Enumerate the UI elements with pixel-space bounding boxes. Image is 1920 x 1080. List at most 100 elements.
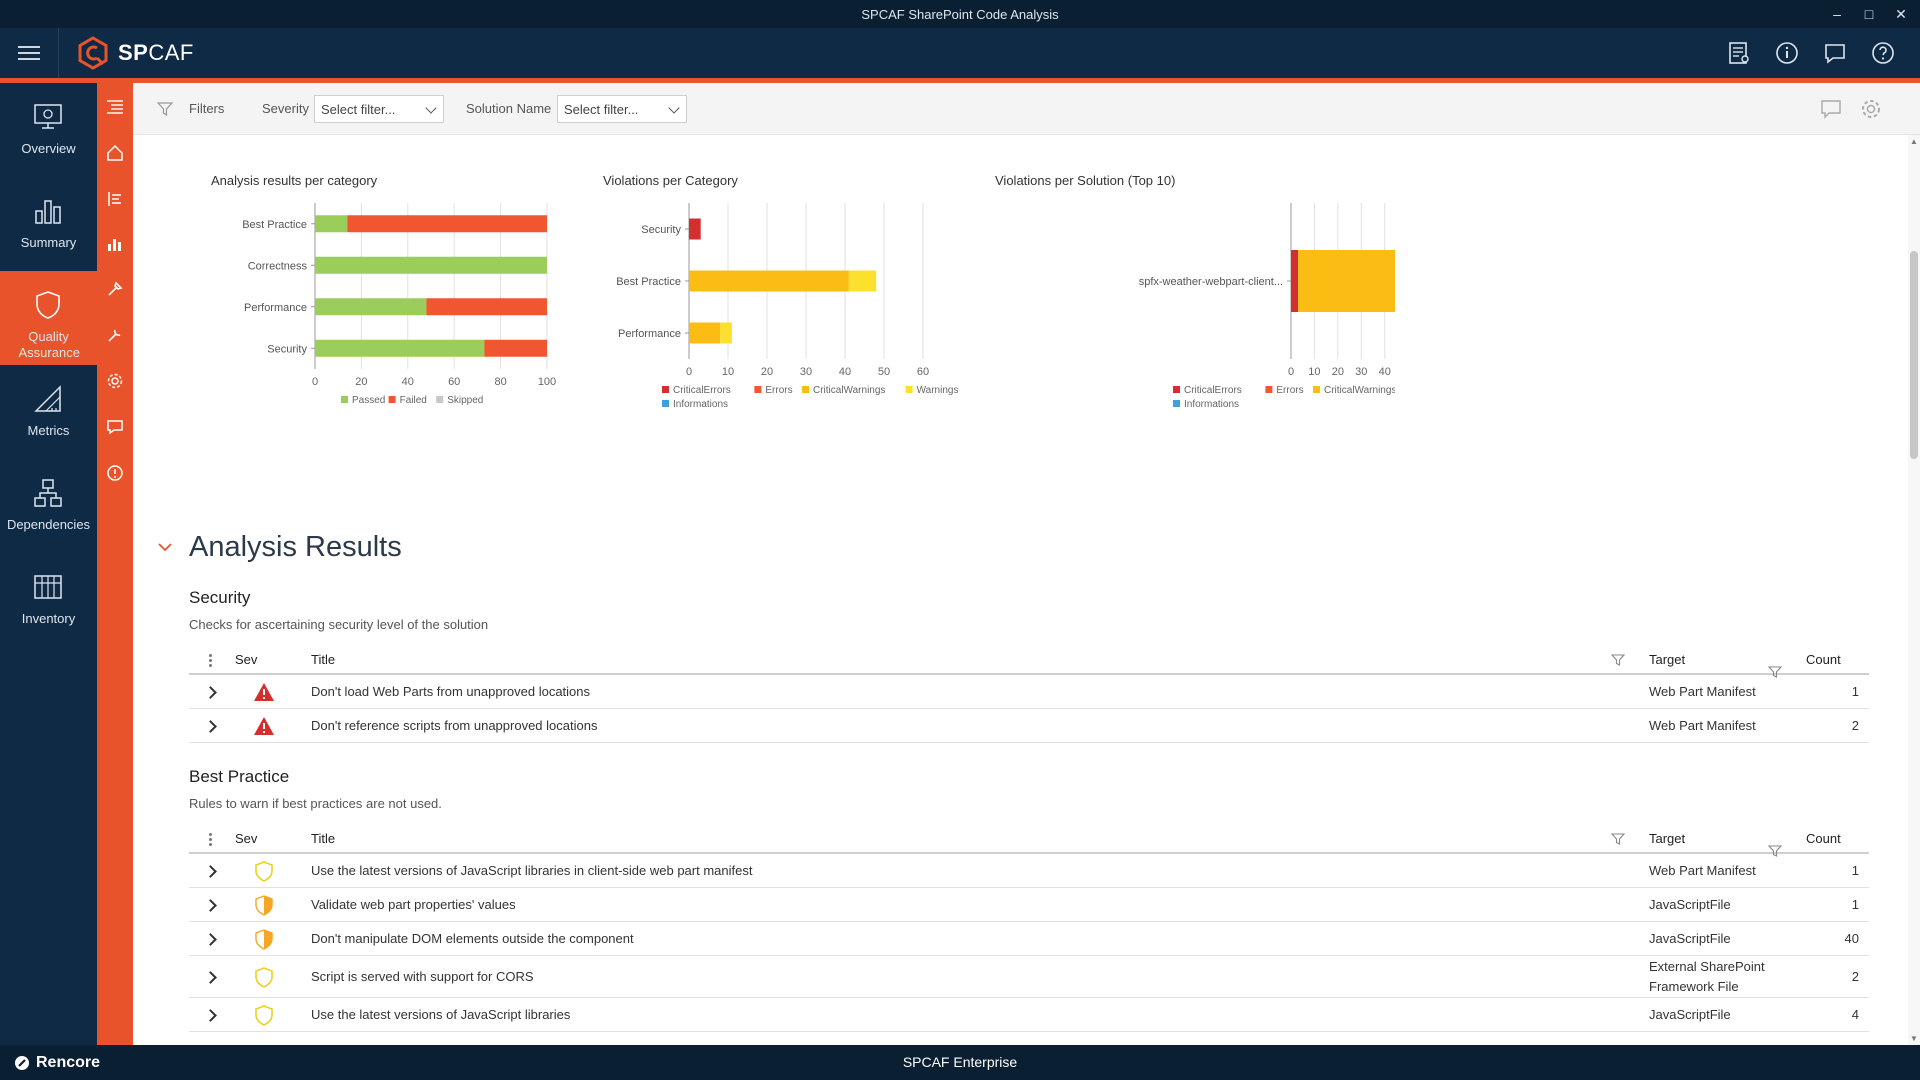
help-icon[interactable] bbox=[1870, 40, 1896, 66]
column-filter-icon[interactable] bbox=[1611, 832, 1625, 846]
table-row[interactable]: Don't manipulate DOM elements outside th… bbox=[189, 922, 1869, 956]
severity-select[interactable]: Select filter... bbox=[314, 95, 444, 123]
rule-title[interactable]: Script is served with support for CORS bbox=[311, 969, 534, 984]
app-logo: SPCAF bbox=[76, 36, 194, 70]
table-row[interactable]: Don't load Web Parts from unapproved loc… bbox=[189, 675, 1869, 709]
rencore-brand: Rencore bbox=[14, 1054, 100, 1072]
column-title[interactable]: Title bbox=[311, 831, 336, 846]
legend-swatch bbox=[1173, 386, 1180, 393]
comment-icon[interactable] bbox=[105, 417, 125, 437]
x-tick-label: 20 bbox=[355, 376, 367, 388]
table-row[interactable]: Use the latest versions of JavaScript li… bbox=[189, 998, 1869, 1032]
column-sev[interactable]: Sev bbox=[235, 652, 258, 667]
bar-segment-passed bbox=[315, 256, 547, 274]
column-filter-icon[interactable] bbox=[1768, 844, 1782, 858]
legend-label: CriticalErrors bbox=[1184, 385, 1242, 396]
expand-row-icon[interactable] bbox=[205, 933, 217, 945]
table-row[interactable]: Don't reference scripts from unapproved … bbox=[189, 709, 1869, 743]
list-icon[interactable] bbox=[105, 189, 125, 209]
alert-icon[interactable] bbox=[105, 463, 125, 483]
wrench-icon[interactable] bbox=[105, 325, 125, 345]
expand-row-icon[interactable] bbox=[205, 899, 217, 911]
x-tick-label: 40 bbox=[839, 366, 851, 378]
x-tick-label: 0 bbox=[1288, 366, 1294, 378]
column-filter-icon[interactable] bbox=[1768, 665, 1782, 679]
nav-quality-assurance[interactable]: Quality Assurance bbox=[0, 271, 97, 365]
expand-row-icon[interactable] bbox=[205, 1009, 217, 1021]
hamburger-menu-icon[interactable] bbox=[18, 42, 40, 64]
rule-target: Web Part Manifest bbox=[1649, 863, 1756, 878]
column-title[interactable]: Title bbox=[311, 652, 336, 667]
bar-segment-passed bbox=[315, 339, 485, 357]
minimize-button[interactable]: – bbox=[1833, 6, 1841, 22]
legend-swatch bbox=[662, 400, 669, 407]
home-icon[interactable] bbox=[105, 143, 125, 163]
rule-title[interactable]: Don't manipulate DOM elements outside th… bbox=[311, 931, 634, 946]
category-label: Performance bbox=[618, 328, 681, 340]
vertical-scrollbar[interactable]: ▲ ▼ bbox=[1908, 135, 1920, 1045]
violation-count: 2 bbox=[1851, 718, 1859, 733]
filter-icon bbox=[157, 102, 173, 117]
scrollbar-thumb[interactable] bbox=[1910, 251, 1918, 459]
nav-summary[interactable]: Summary bbox=[0, 177, 97, 271]
column-sev[interactable]: Sev bbox=[235, 831, 258, 846]
legend-label: Passed bbox=[352, 395, 385, 406]
rule-title[interactable]: Don't load Web Parts from unapproved loc… bbox=[311, 684, 591, 699]
x-tick-label: 10 bbox=[722, 366, 734, 378]
report-icon[interactable] bbox=[1726, 40, 1752, 66]
spcaf-logo-icon bbox=[78, 36, 108, 70]
scroll-down-icon[interactable]: ▼ bbox=[1910, 1034, 1918, 1043]
violation-count: 1 bbox=[1851, 897, 1859, 912]
chart-title: Analysis results per category bbox=[211, 173, 378, 188]
legend-swatch bbox=[341, 396, 348, 403]
tools-icon[interactable] bbox=[105, 279, 125, 299]
table-row[interactable]: Use the latest versions of JavaScript li… bbox=[189, 854, 1869, 888]
table-row[interactable]: Script is served with support for CORS Ex… bbox=[189, 956, 1869, 998]
rule-title[interactable]: Use the latest versions of JavaScript li… bbox=[311, 863, 753, 878]
bar-segment-passed bbox=[315, 215, 348, 233]
list-collapse-icon[interactable] bbox=[105, 97, 125, 117]
rule-title[interactable]: Validate web part properties' values bbox=[311, 897, 516, 912]
expand-row-icon[interactable] bbox=[205, 686, 217, 698]
section-description: Rules to warn if best practices are not … bbox=[189, 796, 442, 811]
column-count[interactable]: Count bbox=[1768, 831, 1841, 857]
column-filter-icon[interactable] bbox=[1611, 653, 1625, 667]
section-title-best-practice: Best Practice bbox=[189, 767, 290, 786]
category-label: Best Practice bbox=[616, 276, 681, 288]
column-target[interactable]: Target bbox=[1611, 652, 1685, 667]
comment-icon[interactable] bbox=[1819, 97, 1843, 121]
column-menu-icon[interactable] bbox=[209, 654, 213, 669]
warning-shield-icon bbox=[255, 861, 273, 882]
rule-title[interactable]: Don't reference scripts from unapproved … bbox=[311, 718, 598, 733]
results-table-security: Sev Title Target Count Don't load Web Parts … bbox=[189, 645, 1869, 743]
nav-inventory[interactable]: Inventory bbox=[0, 553, 97, 647]
gear-icon[interactable] bbox=[105, 371, 125, 391]
stats-icon[interactable] bbox=[105, 234, 125, 254]
nav-dependencies[interactable]: Dependencies bbox=[0, 459, 97, 553]
feedback-icon[interactable] bbox=[1822, 40, 1848, 66]
column-menu-icon[interactable] bbox=[209, 833, 213, 848]
category-label: Security bbox=[267, 343, 307, 355]
column-count[interactable]: Count bbox=[1768, 652, 1841, 678]
rule-title[interactable]: Use the latest versions of JavaScript li… bbox=[311, 1007, 571, 1022]
nav-metrics[interactable]: Metrics bbox=[0, 365, 97, 459]
expand-row-icon[interactable] bbox=[205, 971, 217, 983]
rule-target: JavaScriptFile bbox=[1649, 1007, 1731, 1022]
hierarchy-icon bbox=[34, 479, 62, 507]
expand-row-icon[interactable] bbox=[205, 720, 217, 732]
column-target[interactable]: Target bbox=[1611, 831, 1685, 846]
collapse-chevron-icon[interactable] bbox=[157, 539, 173, 555]
table-row[interactable]: Validate web part properties' values Java… bbox=[189, 888, 1869, 922]
solution-name-select[interactable]: Select filter... bbox=[557, 95, 687, 123]
main-navigation: Overview Summary Quality Assurance Metri… bbox=[0, 83, 97, 1045]
maximize-button[interactable]: □ bbox=[1864, 6, 1874, 22]
severity-label: Severity bbox=[262, 101, 309, 116]
close-button[interactable]: ✕ bbox=[1895, 6, 1907, 22]
violation-count: 2 bbox=[1851, 969, 1859, 984]
nav-overview[interactable]: Overview bbox=[0, 83, 97, 177]
info-icon[interactable] bbox=[1774, 40, 1800, 66]
settings-gear-icon[interactable] bbox=[1859, 97, 1883, 121]
scroll-up-icon[interactable]: ▲ bbox=[1910, 137, 1918, 146]
legend-label: Informations bbox=[673, 399, 728, 410]
expand-row-icon[interactable] bbox=[205, 865, 217, 877]
